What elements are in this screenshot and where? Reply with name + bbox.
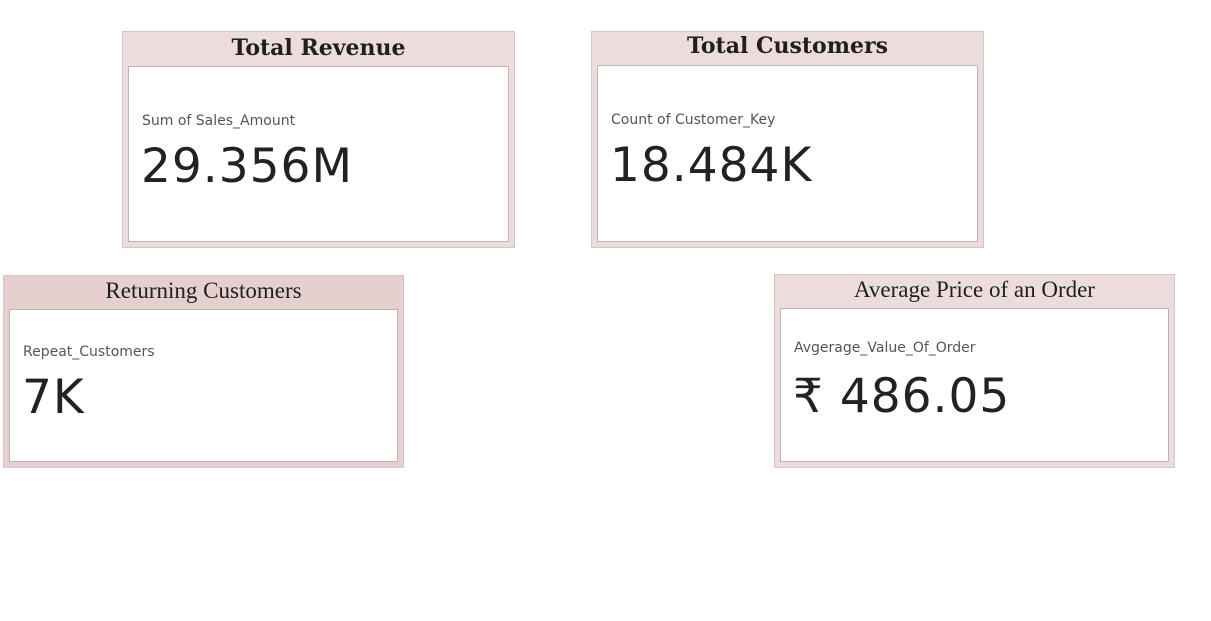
total-customers-value: 18.484K [610, 138, 813, 193]
average-order-price-kpi-box: Avgerage_Value_Of_Order ₹ 486.05 [780, 308, 1169, 462]
average-order-price-title: Average Price of an Order [854, 277, 1095, 302]
total-customers-card[interactable]: Total Customers Count of Customer_Key 18… [591, 31, 984, 248]
returning-customers-kpi-box: Repeat_Customers 7K [9, 309, 398, 462]
returning-customers-title: Returning Customers [105, 278, 302, 303]
average-order-price-card[interactable]: Average Price of an Order Avgerage_Value… [774, 274, 1175, 468]
returning-customers-label: Repeat_Customers [23, 344, 155, 360]
average-order-price-label: Avgerage_Value_Of_Order [794, 340, 976, 356]
total-revenue-value: 29.356M [141, 139, 354, 194]
total-customers-title: Total Customers [687, 33, 888, 59]
total-customers-label: Count of Customer_Key [611, 112, 776, 128]
total-revenue-card[interactable]: Total Revenue Sum of Sales_Amount 29.356… [122, 31, 515, 248]
returning-customers-value: 7K [22, 370, 85, 425]
returning-customers-card[interactable]: Returning Customers Repeat_Customers 7K [3, 275, 404, 468]
total-revenue-kpi-box: Sum of Sales_Amount 29.356M [128, 66, 509, 242]
average-order-price-value: ₹ 486.05 [793, 369, 1011, 424]
total-revenue-title: Total Revenue [231, 35, 406, 61]
total-revenue-label: Sum of Sales_Amount [142, 113, 296, 129]
total-customers-kpi-box: Count of Customer_Key 18.484K [597, 65, 978, 242]
